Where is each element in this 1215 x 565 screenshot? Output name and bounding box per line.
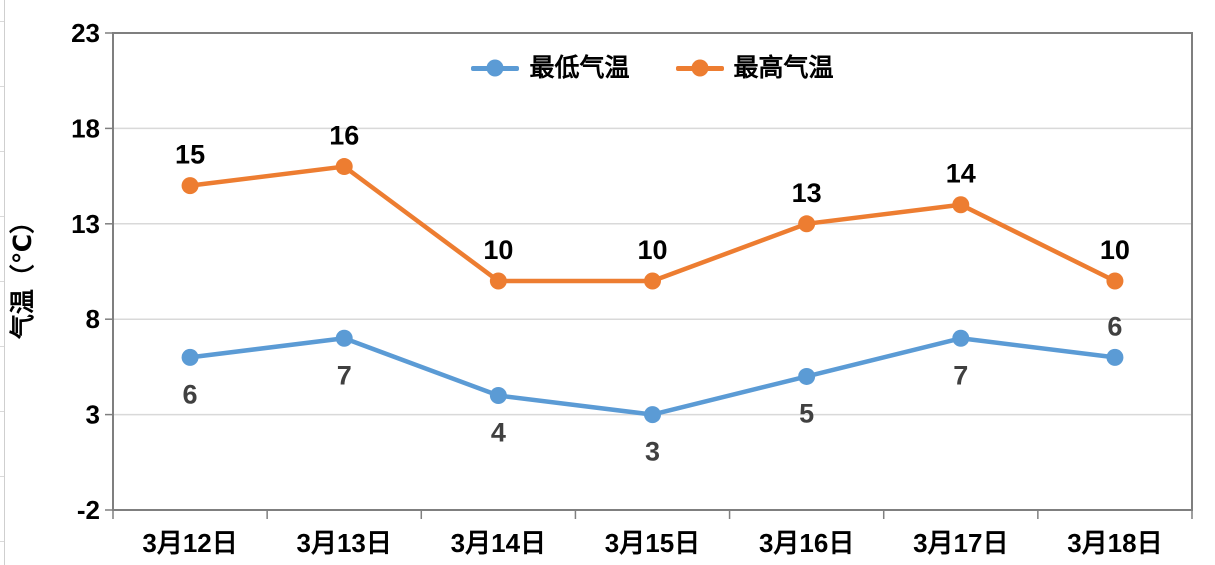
data-point-max[interactable]: [644, 272, 661, 290]
data-label: 14: [946, 159, 976, 189]
data-label: 10: [637, 235, 667, 265]
data-point-min[interactable]: [335, 329, 353, 347]
data-label: 13: [792, 178, 822, 208]
x-category-label: 3月15日: [605, 528, 700, 558]
series-line-min: [187, 336, 1118, 417]
data-point-min[interactable]: [181, 348, 199, 366]
data-label: 7: [337, 360, 352, 390]
y-tick-label: 13: [71, 209, 100, 239]
x-category-label: 3月17日: [913, 528, 1008, 558]
data-point-max[interactable]: [181, 177, 199, 195]
data-point-min[interactable]: [489, 387, 507, 405]
data-point-min[interactable]: [798, 367, 816, 385]
legend-label-max-temp: 最高气温: [733, 53, 834, 82]
x-category-label: 3月18日: [1067, 528, 1162, 558]
spreadsheet-column-line-artifact: [4, 0, 5, 565]
spreadsheet-row-lines-artifact: [0, 0, 4, 565]
data-point-max[interactable]: [1106, 272, 1124, 290]
data-point-max[interactable]: [952, 196, 970, 214]
chart-legend: 最低气温 最高气温: [113, 46, 1192, 90]
data-point-max[interactable]: [335, 158, 353, 176]
legend-item-min-temp[interactable]: 最低气温: [471, 53, 630, 82]
data-point-min[interactable]: [1106, 348, 1124, 366]
legend-label-min-temp: 最低气温: [529, 53, 630, 82]
y-tick-label: -2: [77, 495, 100, 525]
x-category-label: 3月14日: [451, 528, 546, 558]
y-tick-label: 23: [71, 18, 100, 48]
data-point-min[interactable]: [644, 406, 661, 424]
data-label: 10: [483, 235, 513, 265]
data-label: 7: [953, 360, 968, 390]
y-axis-title: 气温（℃）: [8, 209, 37, 340]
data-label: 3: [645, 437, 660, 467]
legend-item-max-temp[interactable]: 最高气温: [675, 53, 834, 82]
data-label: 4: [491, 418, 506, 448]
data-label: 5: [799, 398, 814, 428]
data-point-min[interactable]: [952, 329, 970, 347]
data-point-max[interactable]: [798, 215, 816, 233]
legend-dot-min-icon: [486, 59, 504, 77]
data-label: 10: [1100, 235, 1130, 265]
y-tick-label: 3: [86, 400, 100, 430]
plot-border: [112, 32, 1193, 511]
legend-dot-max-icon: [691, 59, 708, 77]
x-category-label: 3月12日: [142, 528, 237, 558]
x-category-label: 3月13日: [297, 528, 392, 558]
legend-marker-min-icon: [471, 59, 520, 77]
data-point-max[interactable]: [489, 272, 507, 290]
y-tick-label: 18: [71, 113, 100, 143]
y-tick-label: 8: [86, 304, 100, 334]
x-category-label: 3月16日: [759, 528, 854, 558]
data-label: 6: [183, 379, 198, 409]
data-label: 16: [329, 121, 359, 151]
legend-marker-max-icon: [675, 59, 724, 77]
data-label: 15: [175, 140, 205, 170]
data-label: 6: [1107, 311, 1122, 341]
